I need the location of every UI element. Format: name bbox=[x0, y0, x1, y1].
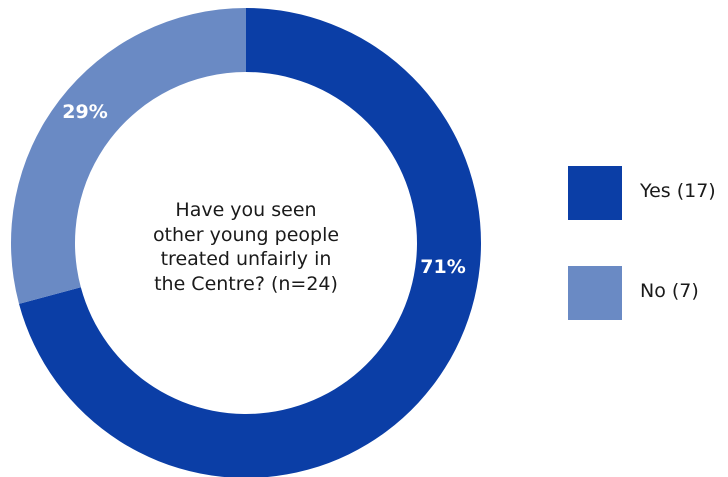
legend-swatch-yes bbox=[568, 166, 622, 220]
center-question: Have you seen other young people treated… bbox=[140, 198, 352, 296]
legend-swatch-no bbox=[568, 266, 622, 320]
slice-label-no: 29% bbox=[62, 101, 107, 123]
center-text-line: Have you seen bbox=[175, 199, 317, 221]
legend-label-yes: Yes (17) bbox=[640, 180, 716, 202]
center-text-line: treated unfairly in bbox=[160, 248, 332, 270]
center-text-line: the Centre? (n=24) bbox=[154, 272, 338, 295]
center-text-line: other young people bbox=[152, 223, 340, 246]
donut-slice-no bbox=[10, 8, 246, 304]
slice-label-yes: 71% bbox=[420, 256, 465, 278]
legend-label-no: No (7) bbox=[640, 280, 699, 302]
